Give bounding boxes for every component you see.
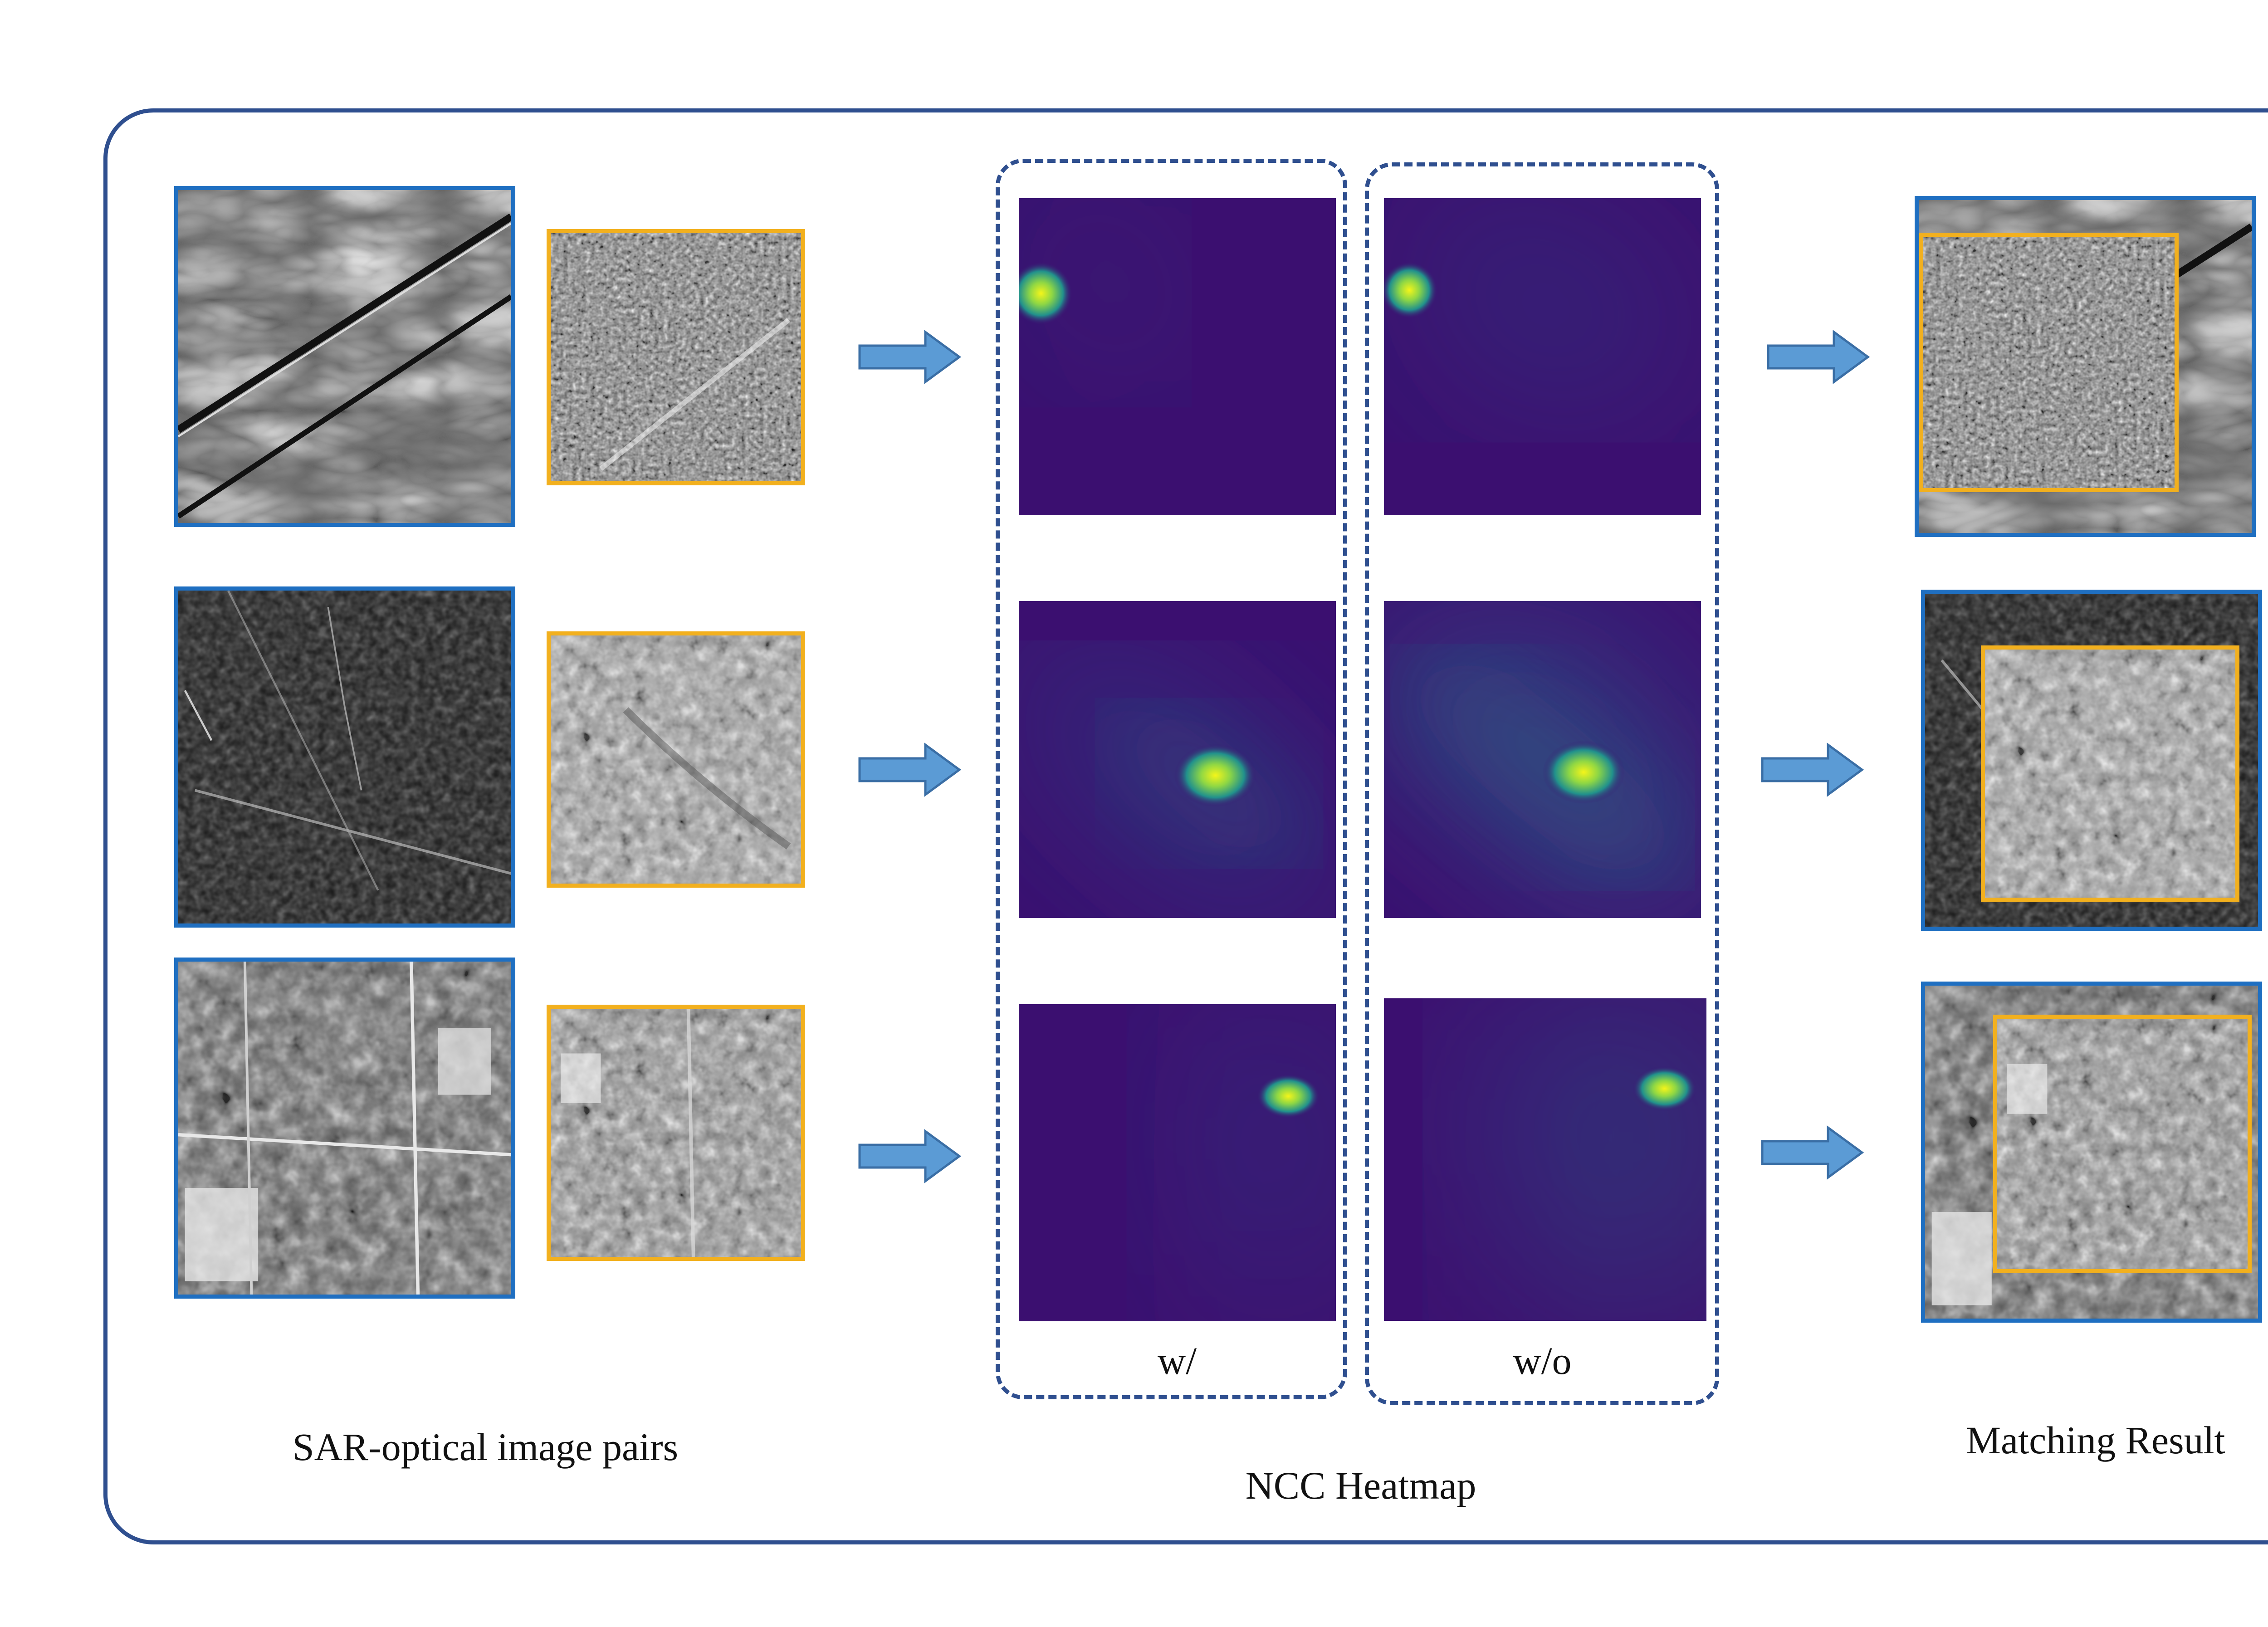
matched-optical-overlay [1981,645,2239,902]
heatmap-group-without [1365,162,1719,1405]
label-without: w/o [1513,1339,1572,1383]
sar-image-row3 [174,958,515,1299]
optical-image-row3 [547,1005,805,1261]
optical-image-row1 [547,229,805,485]
label-ncc-heatmap: NCC Heatmap [1245,1464,1476,1507]
heatmap-with-row2 [1019,601,1336,918]
figure-frame [103,108,2268,1544]
arrow-right-icon [1760,743,1864,797]
label-matching-result: Matching Result [1966,1418,2225,1462]
arrow-right-icon [857,330,962,384]
optical-image-row2 [547,631,805,888]
label-image-pairs: SAR-optical image pairs [292,1425,679,1469]
matched-optical-overlay [1993,1015,2252,1273]
arrow-right-icon [857,1129,962,1183]
heatmap-without-row3 [1384,998,1706,1321]
heatmap-with-row1 [1019,198,1336,515]
matching-result-row1 [1915,196,2256,537]
arrow-right-icon [1760,1125,1864,1180]
matching-result-row2 [1921,590,2262,931]
arrow-right-icon [1766,330,1870,384]
heatmap-without-row2 [1384,601,1701,918]
sar-image-row1 [174,186,515,527]
sar-image-row2 [174,586,515,928]
arrow-right-icon [857,743,962,797]
matching-result-row3 [1921,982,2262,1323]
heatmap-group-with [996,159,1347,1399]
heatmap-with-row3 [1019,1004,1336,1321]
matched-optical-overlay [1919,233,2179,492]
label-with: w/ [1158,1339,1197,1383]
heatmap-without-row1 [1384,198,1701,515]
